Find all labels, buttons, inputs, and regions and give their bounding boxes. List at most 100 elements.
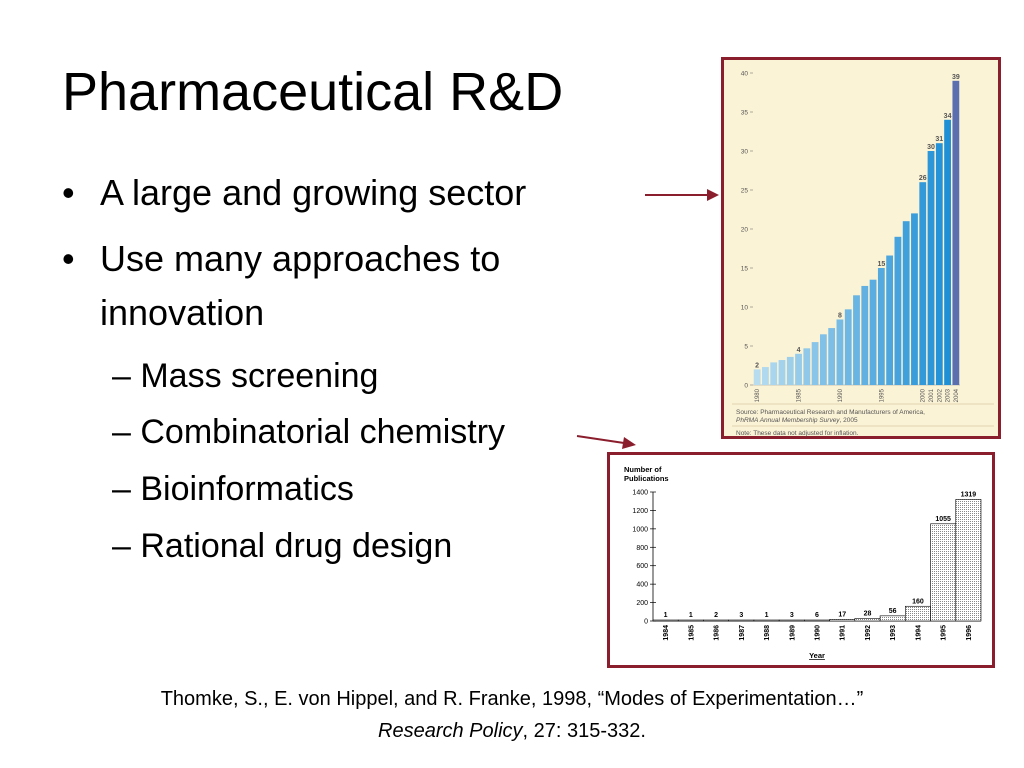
data-label-1986: 2	[714, 612, 718, 619]
sub-bullet-mass-screening: – Mass screening	[112, 357, 379, 395]
x-tick-label-1996: 1996	[966, 625, 973, 641]
y-tick-label: 200	[636, 600, 648, 607]
x-tick-label-2003: 2003	[946, 388, 952, 402]
bar-1988	[819, 334, 827, 385]
data-label-1990: 6	[815, 612, 819, 619]
y-tick-label: 10	[741, 305, 749, 312]
y-tick-label: 25	[741, 188, 749, 195]
bar-2000	[919, 182, 927, 385]
bar-1992	[853, 295, 860, 385]
x-tick-label-1993: 1993	[890, 625, 897, 641]
sub-bullet-bioinformatics: – Bioinformatics	[112, 470, 354, 508]
y-tick-label: 600	[636, 563, 648, 570]
bar-1984	[786, 356, 794, 385]
bar-1985	[677, 619, 704, 622]
bar-1993	[879, 615, 906, 622]
data-label-1980: 2	[755, 362, 759, 369]
bar-1989	[828, 328, 836, 385]
sub-bullet-rational-drug-design: – Rational drug design	[112, 527, 453, 565]
data-label-2002: 31	[935, 136, 943, 143]
bar-1994	[869, 279, 877, 385]
x-tick-label-1992: 1992	[865, 625, 872, 641]
bar-1987	[728, 619, 755, 622]
sub-bullet-combinatorial-chemistry: – Combinatorial chemistry	[112, 413, 506, 451]
x-tick-label-1995: 1995	[879, 388, 885, 402]
x-tick-label-1985: 1985	[688, 625, 695, 641]
bar-1989	[778, 619, 805, 622]
x-axis-title: Year	[809, 651, 825, 660]
data-label-1992: 28	[864, 610, 872, 617]
data-label-1991: 17	[838, 611, 846, 618]
arrow-2-head	[622, 437, 636, 449]
bar-2003	[944, 119, 951, 386]
data-label-1985: 4	[797, 347, 801, 354]
bar-1983	[778, 360, 786, 385]
citation-line-1: Thomke, S., E. von Hippel, and R. Franke…	[160, 688, 864, 710]
y-tick-label: 800	[636, 545, 648, 552]
bar-1984	[652, 619, 679, 622]
bar-1991	[844, 309, 852, 385]
bar-1990	[836, 319, 844, 385]
x-tick-label-1991: 1991	[840, 625, 847, 641]
bar-1986	[803, 348, 811, 385]
publications-chart-frame: Number of Publications 0 200 400 600 800 1000 12…	[607, 452, 995, 668]
x-tick-label-2001: 2001	[929, 388, 935, 402]
data-label-2000: 26	[919, 175, 927, 182]
bar-1992	[854, 618, 881, 622]
y-tick-label: 1200	[632, 508, 648, 515]
source-line-2: PhRMA Annual Membership Survey, 2005	[736, 417, 858, 424]
data-label-2004: 39	[952, 74, 960, 81]
source-line-1: Source: Pharmaceutical Research and Manu…	[736, 409, 925, 416]
bar-1987	[811, 342, 819, 385]
data-label-1984: 1	[664, 612, 668, 619]
bar-1981	[762, 367, 769, 385]
y-tick-label: 1400	[632, 490, 648, 497]
x-tick-label-1988: 1988	[764, 625, 771, 641]
bullet-marker: •	[62, 238, 75, 279]
x-tick-label-1985: 1985	[797, 388, 803, 402]
data-label-2003: 34	[944, 113, 952, 120]
publications-chart: Number ofPublications0200400600800100012…	[624, 465, 982, 660]
bar-2004	[952, 80, 960, 386]
bullet-text: A large and growing sector	[100, 172, 527, 213]
y-tick-label: 5	[744, 344, 748, 351]
bar-1996	[886, 255, 894, 385]
y-tick-label: 40	[741, 71, 749, 78]
rd-spending-chart-frame: 0 5 10 15 20 25 30 35 40 2 4 8 15 26 30 31 34 39 1980 1985 1…	[721, 57, 1001, 439]
y-tick-label: 400	[636, 582, 648, 589]
bar-1995	[877, 268, 885, 385]
data-label-1996: 1319	[961, 491, 977, 498]
bar-1986	[703, 619, 729, 622]
data-label-1990: 8	[838, 312, 842, 319]
citation-line-2: Research Policy, 27: 315-332.	[0, 716, 1024, 746]
bar-1982	[770, 362, 778, 385]
bar-1985	[795, 353, 802, 385]
bar-1996	[955, 499, 982, 622]
bar-1980	[753, 369, 761, 385]
y-tick-label: 1000	[632, 526, 648, 533]
data-label-1995: 1055	[935, 516, 951, 523]
bar-1988	[753, 619, 780, 622]
bar-1993	[861, 285, 869, 385]
bar-1991	[829, 619, 856, 622]
x-tick-label-1990: 1990	[815, 625, 822, 641]
data-label-1989: 3	[790, 612, 794, 619]
data-label-1985: 1	[689, 612, 693, 619]
x-tick-label-2004: 2004	[954, 388, 960, 402]
bar-1994	[905, 605, 931, 622]
data-label-1988: 1	[765, 612, 769, 619]
x-tick-label-2002: 2002	[937, 388, 943, 402]
arrow-2-line	[576, 435, 625, 444]
bar-1997	[894, 236, 902, 385]
x-tick-label-2000: 2000	[921, 388, 927, 402]
bar-1995	[930, 523, 957, 622]
y-tick-label: 0	[644, 619, 648, 626]
arrow-1-head	[707, 189, 719, 201]
data-label-1995: 15	[877, 261, 885, 268]
x-tick-label-1989: 1989	[789, 625, 796, 641]
bar-1998	[902, 221, 910, 385]
x-tick-label-1980: 1980	[755, 388, 761, 402]
x-tick-label-1994: 1994	[915, 625, 922, 641]
bar-1990	[804, 619, 830, 622]
x-tick-label-1984: 1984	[663, 625, 670, 641]
